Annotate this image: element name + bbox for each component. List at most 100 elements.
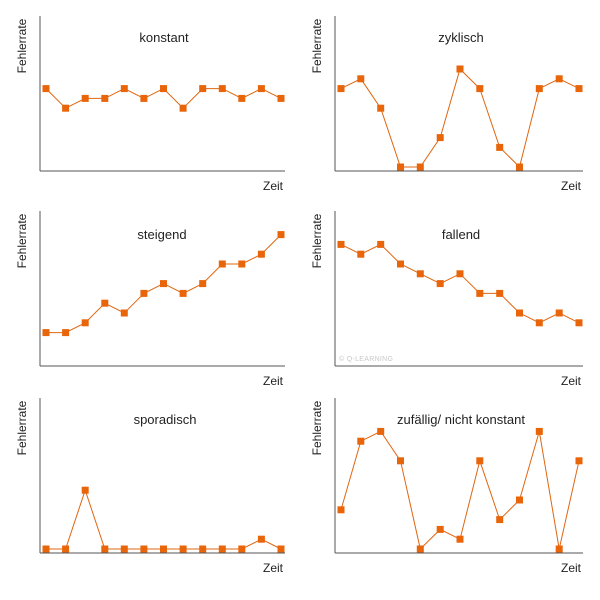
y-axis-label: Fehlerrate <box>15 213 29 268</box>
data-point-marker <box>397 163 404 171</box>
data-point-marker <box>277 94 285 102</box>
data-point-marker <box>62 329 70 337</box>
data-point-marker <box>377 427 385 435</box>
data-point-marker <box>496 143 504 151</box>
y-axis-label: Fehlerrate <box>310 400 324 455</box>
data-point-marker <box>101 545 109 553</box>
data-point-marker <box>575 457 583 465</box>
chart-panel-6: zufällig/ nicht konstant Fehlerrate Zeit <box>310 398 583 575</box>
data-point-marker <box>62 545 70 553</box>
data-point-marker <box>575 85 583 93</box>
data-point-marker <box>535 319 543 327</box>
data-point-marker <box>42 85 50 93</box>
chart-panel-2: zyklisch Fehlerrate Zeit <box>310 16 583 193</box>
data-point-marker <box>416 163 424 171</box>
data-point-marker <box>42 329 50 337</box>
data-point-marker <box>81 486 89 494</box>
data-point-marker <box>436 134 444 142</box>
data-point-marker <box>120 309 128 317</box>
data-point-marker <box>238 260 246 268</box>
data-point-marker <box>436 525 444 533</box>
data-point-marker <box>199 545 207 553</box>
data-point-marker <box>120 545 128 553</box>
data-point-marker <box>160 85 167 93</box>
data-point-marker <box>357 250 365 258</box>
data-point-marker <box>140 94 148 102</box>
data-point-marker <box>377 240 385 248</box>
data-point-marker <box>436 280 444 288</box>
data-point-marker <box>496 516 504 524</box>
x-axis-label: Zeit <box>561 374 582 388</box>
data-point-marker <box>179 104 187 112</box>
data-point-marker <box>81 319 89 327</box>
y-axis-label: Fehlerrate <box>15 400 29 455</box>
data-point-marker <box>81 94 89 102</box>
data-point-marker <box>160 280 167 288</box>
data-point-marker <box>42 545 50 553</box>
panel-title: zyklisch <box>438 30 484 45</box>
chart-panel-1: konstant Fehlerrate Zeit <box>15 16 285 193</box>
data-point-marker <box>496 289 504 297</box>
data-point-marker <box>257 535 265 543</box>
data-point-marker <box>238 545 246 553</box>
data-point-marker <box>277 545 285 553</box>
data-point-marker <box>456 535 464 543</box>
series-line <box>46 488 282 550</box>
data-point-marker <box>337 85 345 93</box>
data-point-marker <box>397 457 404 465</box>
series-line <box>340 68 580 168</box>
data-point-marker <box>516 496 523 504</box>
data-point-marker <box>218 260 226 268</box>
data-point-marker <box>516 309 523 317</box>
x-axis-label: Zeit <box>561 561 582 575</box>
data-point-marker <box>337 240 345 248</box>
data-point-marker <box>101 94 109 102</box>
data-point-marker <box>456 65 464 73</box>
data-point-marker <box>555 309 563 317</box>
data-point-marker <box>397 260 404 268</box>
data-point-marker <box>199 280 207 288</box>
y-axis-label: Fehlerrate <box>15 18 29 73</box>
data-point-marker <box>218 85 226 93</box>
data-point-marker <box>535 427 543 435</box>
data-point-marker <box>456 270 464 278</box>
chart-panel-5: sporadisch Fehlerrate Zeit <box>15 398 285 575</box>
series-line <box>340 430 580 550</box>
data-point-marker <box>101 299 109 307</box>
data-point-marker <box>416 545 424 553</box>
panel-title: sporadisch <box>134 412 197 427</box>
data-point-marker <box>357 75 365 83</box>
data-point-marker <box>476 457 484 465</box>
panel-title: steigend <box>137 227 186 242</box>
data-point-marker <box>555 75 563 83</box>
panel-title: fallend <box>442 227 480 242</box>
data-point-marker <box>476 289 484 297</box>
data-point-marker <box>516 163 523 171</box>
series-line <box>340 243 580 324</box>
data-point-marker <box>62 104 70 112</box>
y-axis-label: Fehlerrate <box>310 213 324 268</box>
data-point-marker <box>179 545 187 553</box>
data-point-marker <box>199 85 207 93</box>
data-point-marker <box>140 289 148 297</box>
data-point-marker <box>179 289 187 297</box>
data-point-marker <box>337 506 345 514</box>
panel-title: zufällig/ nicht konstant <box>397 412 525 427</box>
data-point-marker <box>120 85 128 93</box>
y-axis-label: Fehlerrate <box>310 18 324 73</box>
data-point-marker <box>140 545 148 553</box>
data-point-marker <box>416 270 424 278</box>
x-axis-label: Zeit <box>263 561 284 575</box>
data-point-marker <box>238 94 246 102</box>
data-point-marker <box>218 545 226 553</box>
data-point-marker <box>257 250 265 258</box>
panel-title: konstant <box>139 30 189 45</box>
x-axis-label: Zeit <box>561 179 582 193</box>
x-axis-label: Zeit <box>263 374 284 388</box>
data-point-marker <box>257 85 265 93</box>
data-point-marker <box>357 437 365 445</box>
data-point-marker <box>277 231 285 239</box>
data-point-marker <box>555 545 563 553</box>
x-axis-label: Zeit <box>263 179 284 193</box>
